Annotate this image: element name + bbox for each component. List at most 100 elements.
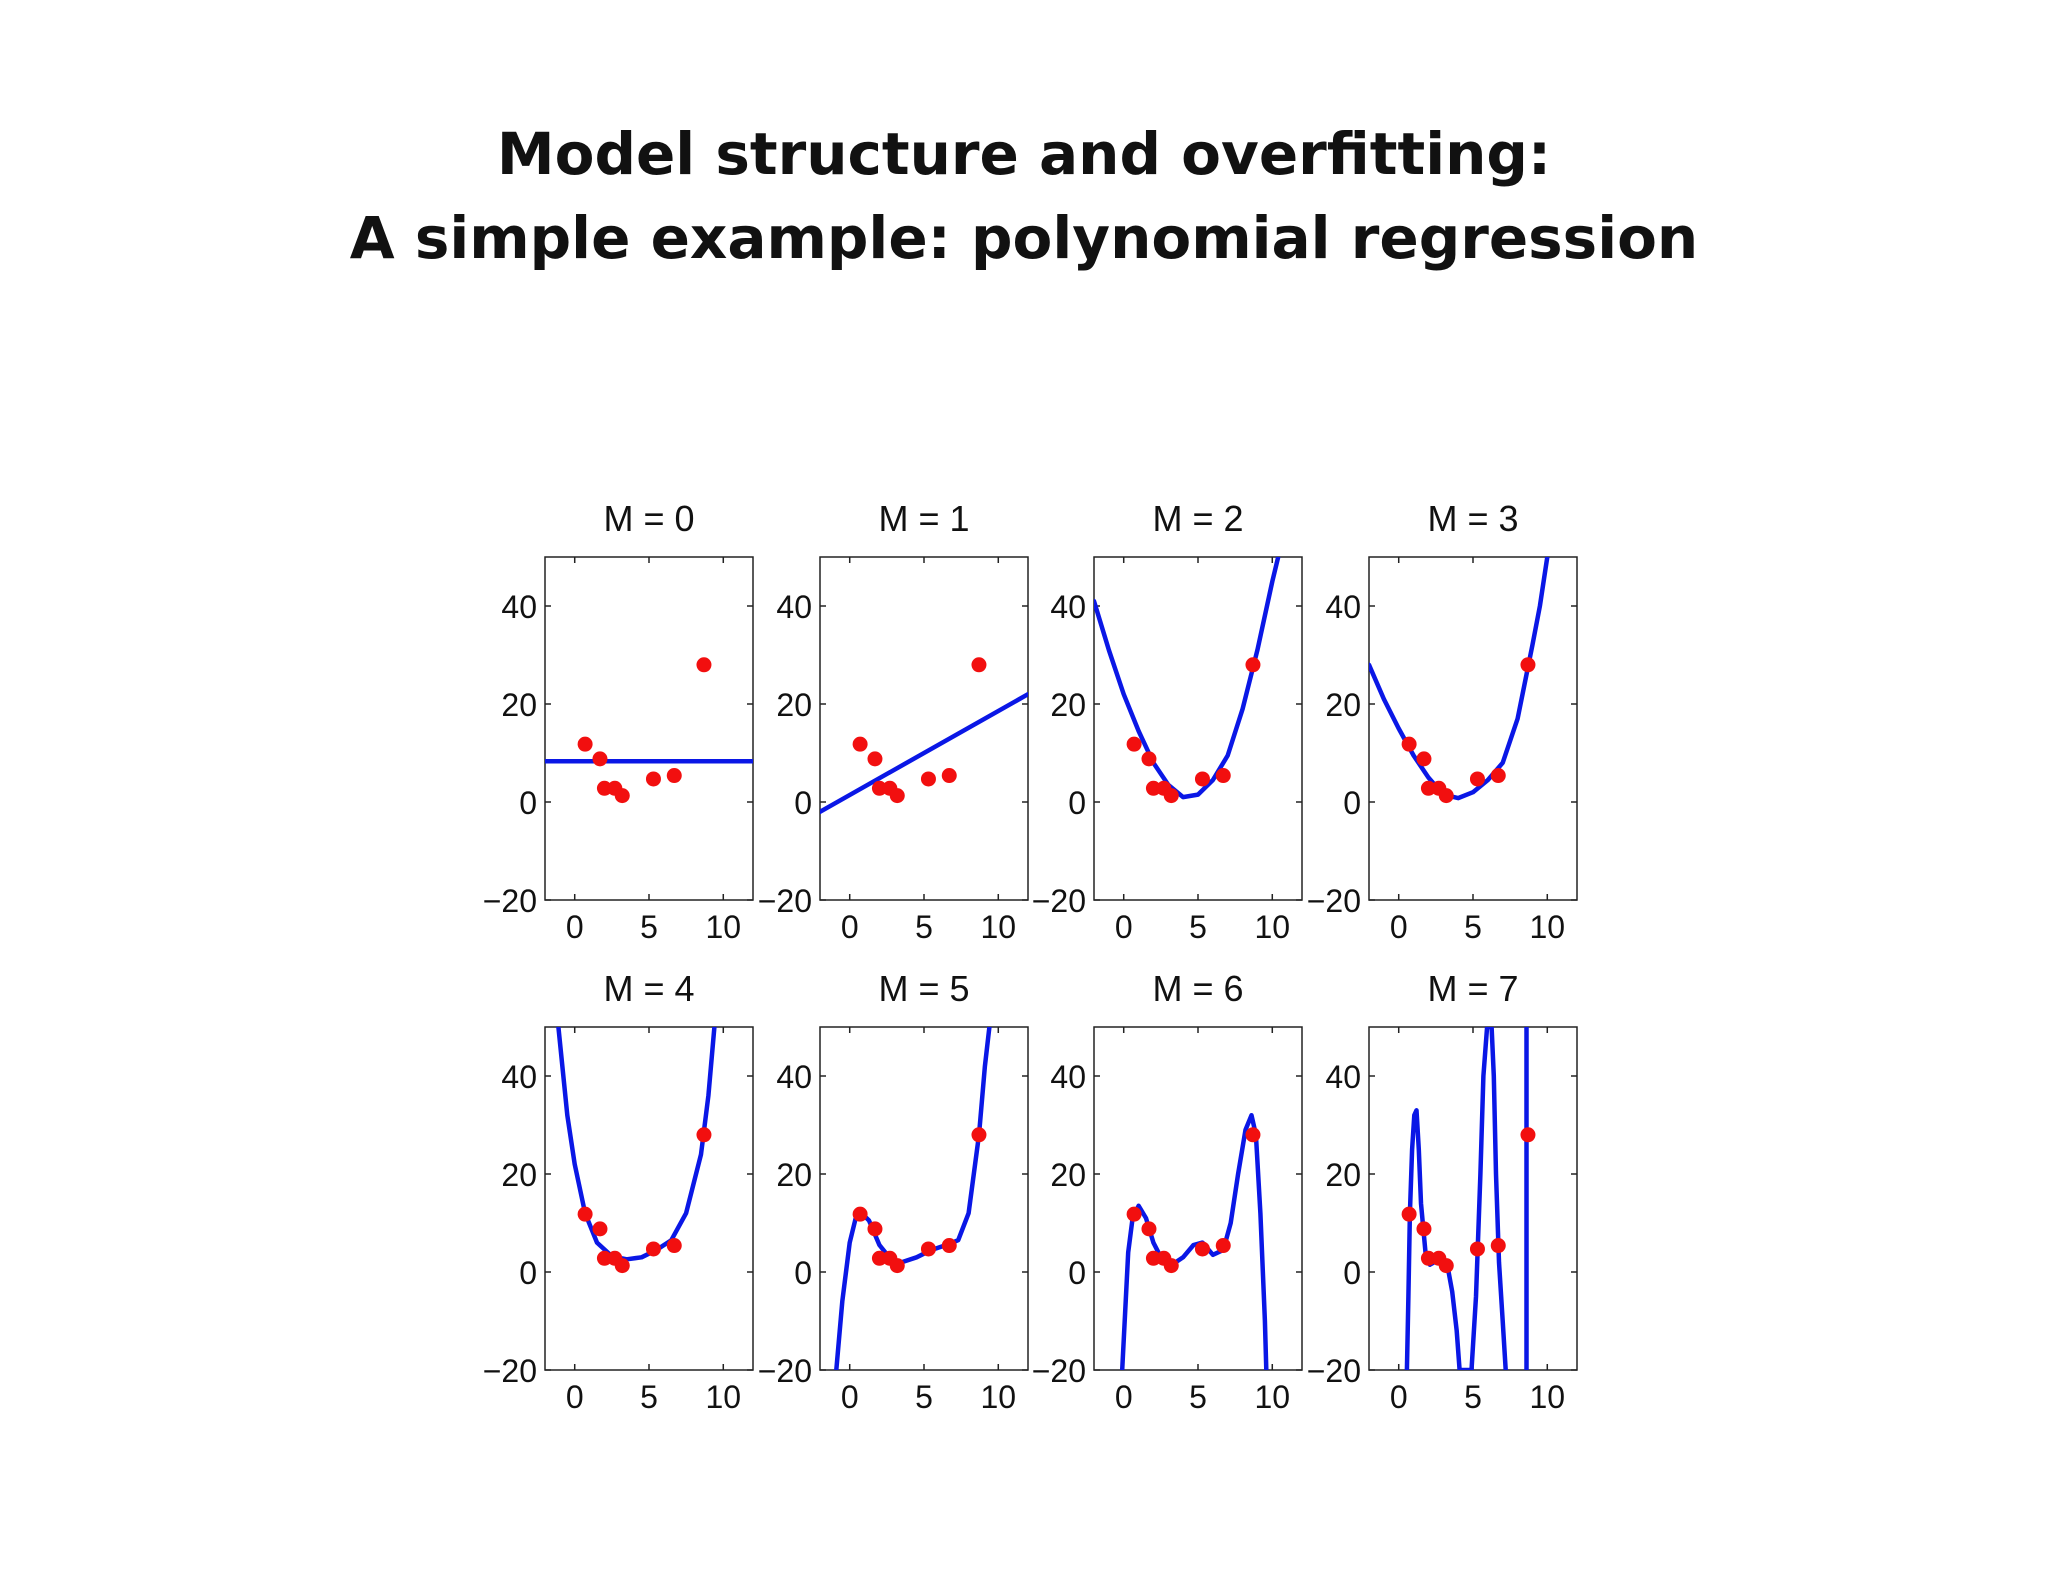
x-tick-label: 5: [915, 909, 933, 945]
y-tick-label: 0: [794, 1255, 812, 1291]
x-tick-label: 5: [1189, 1379, 1207, 1415]
x-tick-label: 10: [1254, 909, 1290, 945]
y-tick-label: 40: [776, 1059, 812, 1095]
plot-frame: [544, 556, 754, 901]
data-point: [1438, 788, 1454, 804]
x-tick-label: 0: [841, 1379, 859, 1415]
data-point: [1401, 1206, 1417, 1222]
data-point: [1420, 1250, 1436, 1266]
y-tick-label: 20: [501, 687, 537, 723]
data-point: [1163, 788, 1179, 804]
y-tick-label: 0: [1068, 1255, 1086, 1291]
data-point: [889, 1258, 905, 1274]
x-tick-label: 0: [1390, 909, 1408, 945]
chart-title: M = 5: [878, 968, 969, 1009]
data-point: [852, 1206, 868, 1222]
data-point: [1141, 1221, 1157, 1237]
data-point: [867, 1221, 883, 1237]
data-point: [1215, 1238, 1231, 1254]
data-point: [1141, 751, 1157, 767]
data-point: [645, 1241, 661, 1257]
data-point: [1520, 1127, 1536, 1143]
slide-title-line-1: Model structure and overfitting:: [496, 120, 1552, 188]
y-tick-label: 0: [1343, 1255, 1361, 1291]
data-point: [1215, 768, 1231, 784]
y-tick-label: 0: [1343, 785, 1361, 821]
data-point: [1520, 657, 1536, 673]
x-tick-label: 10: [1529, 1379, 1565, 1415]
y-tick-label: −20: [758, 883, 812, 919]
data-point: [596, 1250, 612, 1266]
x-tick-label: 10: [1529, 909, 1565, 945]
y-tick-label: 20: [1050, 1157, 1086, 1193]
y-tick-label: −20: [1032, 883, 1086, 919]
y-tick-label: 40: [1325, 1059, 1361, 1095]
y-tick-label: 0: [519, 1255, 537, 1291]
plot-area: [1369, 557, 1550, 804]
data-point: [941, 1238, 957, 1254]
chart-panel-3: M = 3 −20 0 20 40 0 5 10: [1307, 498, 1578, 945]
chart-panel-5: M = 5 −20 0 20 40 0 5 10: [758, 968, 1029, 1415]
data-point: [871, 780, 887, 796]
data-point: [1490, 768, 1506, 784]
data-point: [1401, 736, 1417, 752]
y-tick-label: 20: [776, 1157, 812, 1193]
data-point: [889, 788, 905, 804]
y-tick-label: 20: [1050, 687, 1086, 723]
plot-frame: [1093, 556, 1303, 901]
plot-frame: [819, 556, 1029, 901]
chart-title: M = 4: [603, 968, 694, 1009]
data-point: [696, 1127, 712, 1143]
x-tick-label: 5: [915, 1379, 933, 1415]
fit-curve: [1094, 557, 1281, 800]
x-tick-label: 10: [705, 909, 741, 945]
data-point: [1194, 771, 1210, 787]
data-point: [645, 771, 661, 787]
fit-curve: [820, 691, 1028, 815]
y-tick-label: −20: [483, 883, 537, 919]
y-tick-label: 20: [776, 687, 812, 723]
data-point: [1126, 736, 1142, 752]
y-tick-label: 40: [501, 589, 537, 625]
data-point: [1163, 1258, 1179, 1274]
data-point: [1245, 657, 1261, 673]
x-tick-label: 10: [1254, 1379, 1290, 1415]
data-point: [1420, 780, 1436, 796]
x-tick-label: 10: [980, 909, 1016, 945]
fit-curve: [1119, 1112, 1269, 1370]
chart-title: M = 1: [878, 498, 969, 539]
x-tick-label: 5: [640, 909, 658, 945]
data-point: [592, 751, 608, 767]
plot-area: [834, 1027, 992, 1370]
plot-area: [545, 657, 753, 804]
slide-title-line-2: A simple example: polynomial regression: [349, 204, 1699, 272]
data-point: [971, 657, 987, 673]
slide-title: Model structure and overfitting: A simpl…: [0, 112, 2048, 280]
x-tick-label: 0: [566, 909, 584, 945]
data-point: [920, 1241, 936, 1257]
y-tick-label: −20: [1307, 1353, 1361, 1389]
x-tick-label: 0: [1115, 909, 1133, 945]
y-tick-label: 20: [1325, 1157, 1361, 1193]
chart-panel-2: M = 2 −20 0 20 40 0 5 10: [1032, 498, 1303, 945]
data-point: [971, 1127, 987, 1143]
x-tick-label: 5: [640, 1379, 658, 1415]
y-tick-label: 0: [794, 785, 812, 821]
y-tick-label: 40: [1325, 589, 1361, 625]
data-point: [1145, 1250, 1161, 1266]
chart-title: M = 7: [1427, 968, 1518, 1009]
chart-panel-4: M = 4 −20 0 20 40 0 5 10: [483, 968, 754, 1415]
data-point: [941, 768, 957, 784]
x-tick-label: 0: [1115, 1379, 1133, 1415]
plot-frame: [819, 1026, 1029, 1371]
y-tick-label: 0: [1068, 785, 1086, 821]
fit-curve: [1369, 557, 1550, 801]
data-point: [666, 1238, 682, 1254]
y-tick-label: −20: [758, 1353, 812, 1389]
chart-panel-6: M = 6 −20 0 20 40 0 5 10: [1032, 968, 1303, 1415]
chart-title: M = 6: [1152, 968, 1243, 1009]
y-tick-label: 20: [1325, 687, 1361, 723]
data-point: [592, 1221, 608, 1237]
plot-area: [556, 1027, 717, 1274]
